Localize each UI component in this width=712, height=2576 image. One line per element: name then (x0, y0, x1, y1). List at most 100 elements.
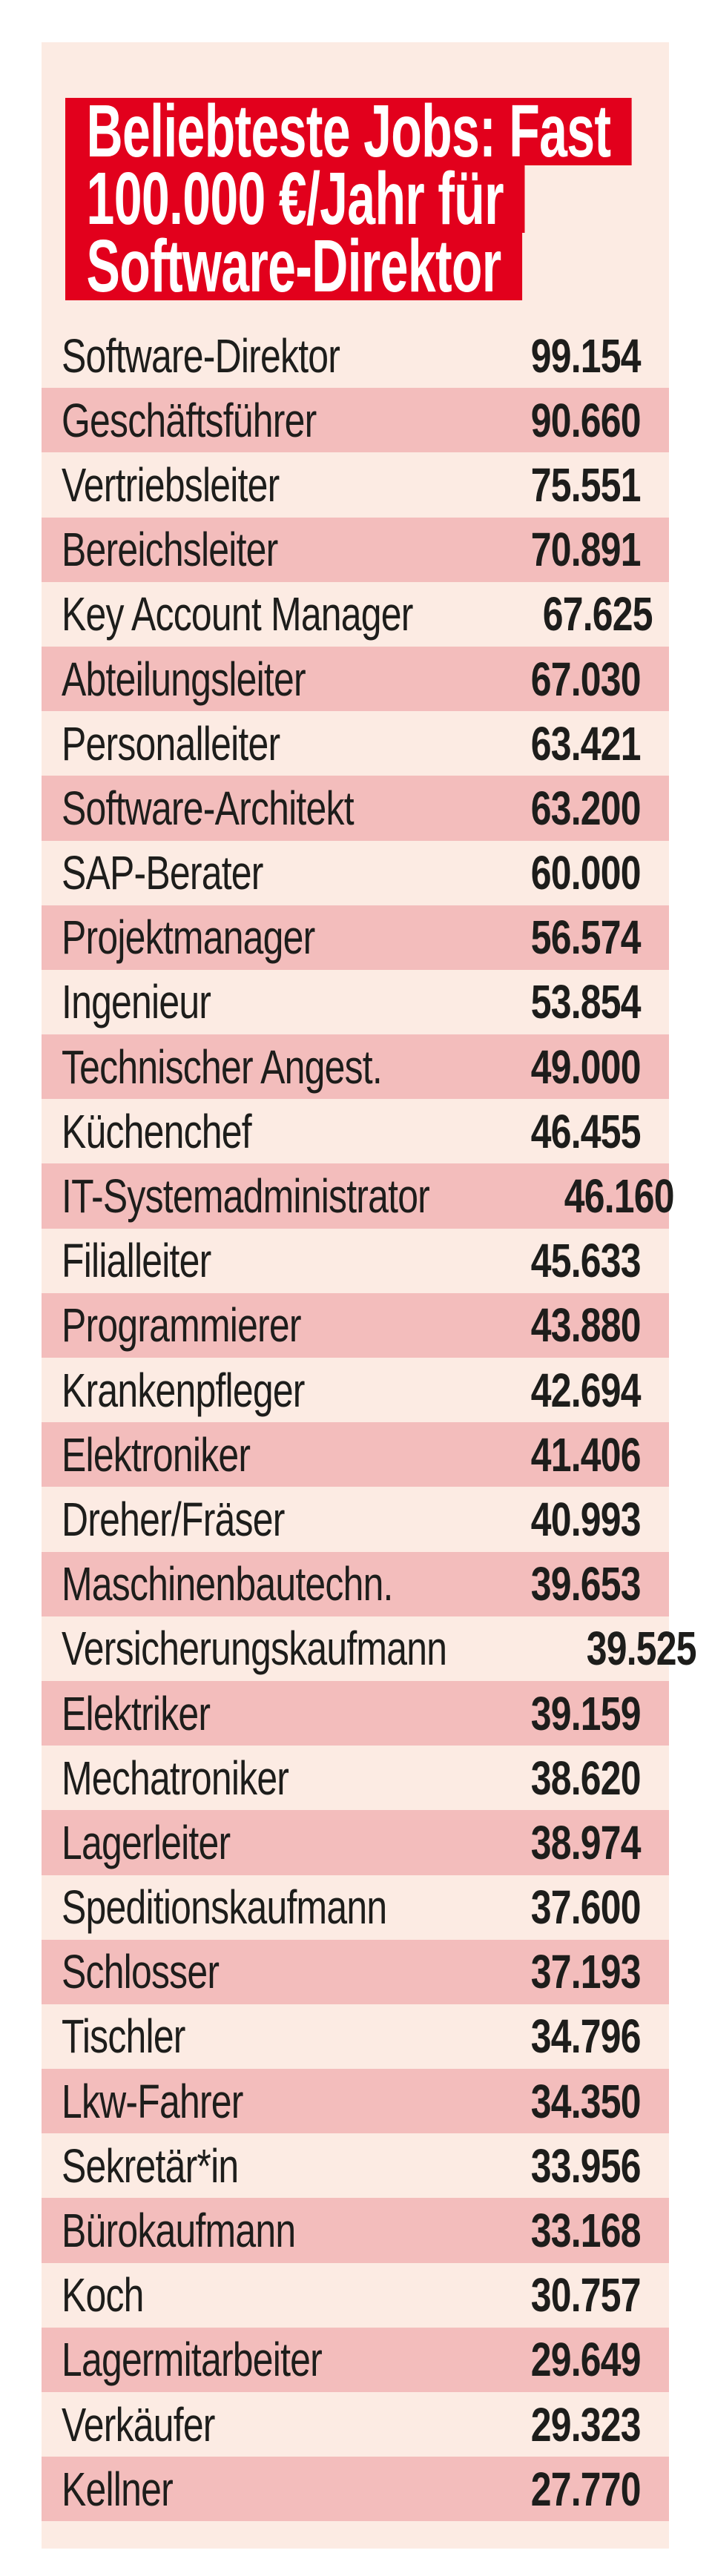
table-row: Lagermitarbeiter 29.649 (42, 2327, 669, 2392)
salary-value-cell: 39.525 (586, 1622, 696, 1676)
salary-value-cell: 30.757 (530, 2268, 642, 2322)
table-row: Mechatroniker 38.620 (42, 1746, 669, 1810)
salary-value-cell: 40.993 (530, 1492, 642, 1546)
title-banner: Beliebteste Jobs: Fast 100.000 €/Jahr fü… (65, 94, 712, 303)
salary-value-cell: 46.455 (530, 1104, 642, 1158)
salary-value-cell: 27.770 (530, 2462, 642, 2516)
job-name-cell: Schlosser (62, 1945, 220, 1999)
job-name-cell: Lagermitarbeiter (62, 2333, 323, 2387)
salary-value-cell: 29.323 (530, 2397, 642, 2451)
job-name-cell: Abteilungsleiter (62, 652, 306, 706)
job-name-cell: Geschäftsführer (62, 393, 317, 447)
table-row: Software-Direktor 99.154 (42, 323, 669, 388)
job-name-cell: Sekretär*in (62, 2139, 239, 2193)
salary-value-cell: 75.551 (530, 458, 642, 512)
title-line-1: Beliebteste Jobs: Fast (65, 94, 632, 168)
salary-value-cell: 42.694 (530, 1363, 642, 1417)
salary-value-cell: 38.974 (530, 1815, 642, 1869)
table-row: Verkäufer 29.323 (42, 2392, 669, 2457)
salary-value-cell: 34.796 (530, 2009, 642, 2064)
table-row: Tischler 34.796 (42, 2004, 669, 2069)
job-name-cell: Filialleiter (62, 1234, 211, 1288)
salary-value-cell: 90.660 (530, 393, 642, 447)
job-name-cell: Kellner (62, 2462, 174, 2516)
salary-value-cell: 70.891 (530, 523, 642, 577)
table-row: Küchenchef 46.455 (42, 1099, 669, 1163)
job-name-cell: Bürokaufmann (62, 2204, 296, 2258)
table-row: Key Account Manager 67.625 (42, 582, 669, 647)
title-line-row-1: Beliebteste Jobs: Fast (65, 94, 712, 168)
title-line-3: Software-Direktor (65, 229, 523, 303)
table-row: Bürokaufmann 33.168 (42, 2198, 669, 2263)
salary-value-cell: 34.350 (530, 2074, 642, 2128)
salary-value-cell: 63.200 (530, 781, 642, 835)
salary-infographic-panel: Beliebteste Jobs: Fast 100.000 €/Jahr fü… (42, 42, 696, 2549)
job-name-cell: Tischler (62, 2009, 185, 2064)
salary-value-cell: 56.574 (530, 911, 642, 965)
job-name-cell: Personalleiter (62, 716, 280, 770)
table-row: Ingenieur 53.854 (42, 970, 669, 1034)
job-name-cell: Vertriebsleiter (62, 458, 280, 512)
salary-value-cell: 46.160 (564, 1169, 675, 1223)
table-row: Programmierer 43.880 (42, 1292, 669, 1358)
job-name-cell: Dreher/Fräser (62, 1492, 285, 1546)
table-row: Versicherungskaufmann 39.525 (42, 1616, 696, 1681)
title-line-2: 100.000 €/Jahr für (65, 162, 525, 236)
table-row: Lkw-Fahrer 34.350 (42, 2069, 669, 2134)
table-row: Kellner 27.770 (42, 2457, 669, 2522)
table-row: Technischer Angest. 49.000 (42, 1034, 669, 1100)
salary-value-cell: 67.030 (530, 652, 642, 706)
job-name-cell: Elektriker (62, 1686, 211, 1740)
job-name-cell: Koch (62, 2268, 144, 2322)
job-name-cell: Verkäufer (62, 2397, 215, 2451)
salary-value-cell: 53.854 (530, 975, 642, 1029)
table-row: Elektriker 39.159 (42, 1680, 669, 1746)
salary-value-cell: 38.620 (530, 1751, 642, 1805)
job-name-cell: Ingenieur (62, 975, 211, 1029)
table-row: Filialleiter 45.633 (42, 1229, 669, 1293)
salary-table: Software-Direktor 99.154 Geschäftsführer 90… (42, 323, 696, 2522)
table-row: Krankenpfleger 42.694 (42, 1358, 669, 1422)
table-row: Bereichsleiter 70.891 (42, 517, 669, 582)
salary-value-cell: 43.880 (530, 1298, 642, 1353)
table-row: Koch 30.757 (42, 2263, 669, 2328)
salary-value-cell: 41.406 (530, 1427, 642, 1482)
salary-value-cell: 45.633 (530, 1234, 642, 1288)
salary-value-cell: 49.000 (530, 1040, 642, 1094)
job-name-cell: IT-Systemadministrator (62, 1169, 430, 1223)
title-line-row-3: Software-Direktor (65, 229, 712, 303)
table-row: Personalleiter 63.421 (42, 711, 669, 776)
job-name-cell: Projektmanager (62, 911, 315, 965)
job-name-cell: Technischer Angest. (62, 1040, 383, 1094)
table-row: Schlosser 37.193 (42, 1939, 669, 2004)
job-name-cell: Mechatroniker (62, 1751, 289, 1805)
salary-value-cell: 60.000 (530, 846, 642, 900)
job-name-cell: Versicherungskaufmann (62, 1622, 447, 1676)
table-row: Sekretär*in 33.956 (42, 2133, 669, 2198)
salary-value-cell: 67.625 (542, 587, 653, 641)
salary-value-cell: 29.649 (530, 2333, 642, 2387)
table-row: Vertriebsleiter 75.551 (42, 452, 669, 517)
salary-value-cell: 39.159 (530, 1686, 642, 1740)
salary-value-cell: 37.600 (530, 1880, 642, 1935)
job-name-cell: Bereichsleiter (62, 523, 278, 577)
table-row: Lagerleiter 38.974 (42, 1810, 669, 1875)
table-row: Dreher/Fräser 40.993 (42, 1487, 669, 1551)
table-row: Elektroniker 41.406 (42, 1422, 669, 1487)
table-row: SAP-Berater 60.000 (42, 841, 669, 905)
job-name-cell: Küchenchef (62, 1104, 252, 1158)
job-name-cell: Programmierer (62, 1298, 302, 1353)
salary-value-cell: 39.653 (530, 1557, 642, 1611)
job-name-cell: Speditionskaufmann (62, 1880, 387, 1935)
job-name-cell: Software-Architekt (62, 781, 355, 835)
job-name-cell: Key Account Manager (62, 587, 413, 641)
job-name-cell: Elektroniker (62, 1427, 251, 1482)
salary-value-cell: 63.421 (530, 716, 642, 770)
job-name-cell: Lkw-Fahrer (62, 2074, 243, 2128)
salary-value-cell: 99.154 (530, 328, 642, 383)
table-row: Maschinenbautechn. 39.653 (42, 1551, 669, 1616)
table-row: Geschäftsführer 90.660 (42, 388, 669, 453)
table-row: Projektmanager 56.574 (42, 905, 669, 970)
salary-value-cell: 33.168 (530, 2204, 642, 2258)
